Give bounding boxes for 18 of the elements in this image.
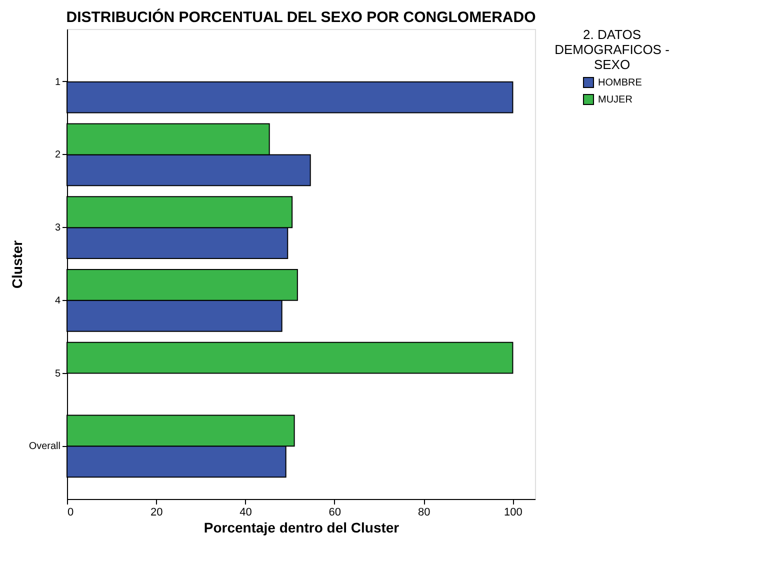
legend-label: HOMBRE (598, 78, 642, 88)
x-tick-label: 100 (504, 506, 522, 518)
y-axis-title: Cluster (8, 240, 25, 289)
legend-title: 2. DATOS DEMOGRAFICOS - SEXO (554, 27, 670, 72)
chart-title: DISTRIBUCIÓN PORCENTUAL DEL SEXO POR CONGLOMERADO (66, 8, 536, 26)
legend-label: MUJER (598, 94, 632, 106)
x-tick-label: 0 (68, 506, 74, 518)
y-tick-label: 1 (54, 76, 61, 88)
y-tick-label: Overall (28, 441, 60, 452)
y-tick-label: 2 (54, 150, 61, 161)
x-tick-label: 80 (418, 506, 430, 518)
x-tick-label: 20 (150, 506, 163, 518)
y-tick-label: 4 (54, 295, 61, 306)
y-tick-label: 3 (54, 222, 61, 234)
x-tick-label: 40 (240, 506, 252, 518)
x-axis-title: Porcentaje dentro del Cluster (204, 520, 400, 536)
y-tick-label: 5 (54, 368, 61, 380)
x-tick-label: 60 (328, 506, 342, 518)
